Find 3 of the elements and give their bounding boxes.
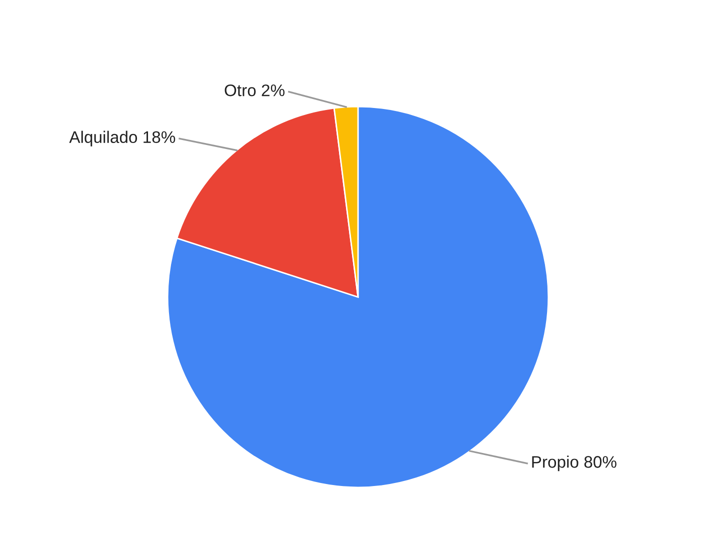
slice-label: Otro 2% — [224, 84, 285, 96]
slice-label: Propio 80% — [532, 456, 616, 472]
slice-label: Alquilado 18% — [69, 130, 176, 146]
